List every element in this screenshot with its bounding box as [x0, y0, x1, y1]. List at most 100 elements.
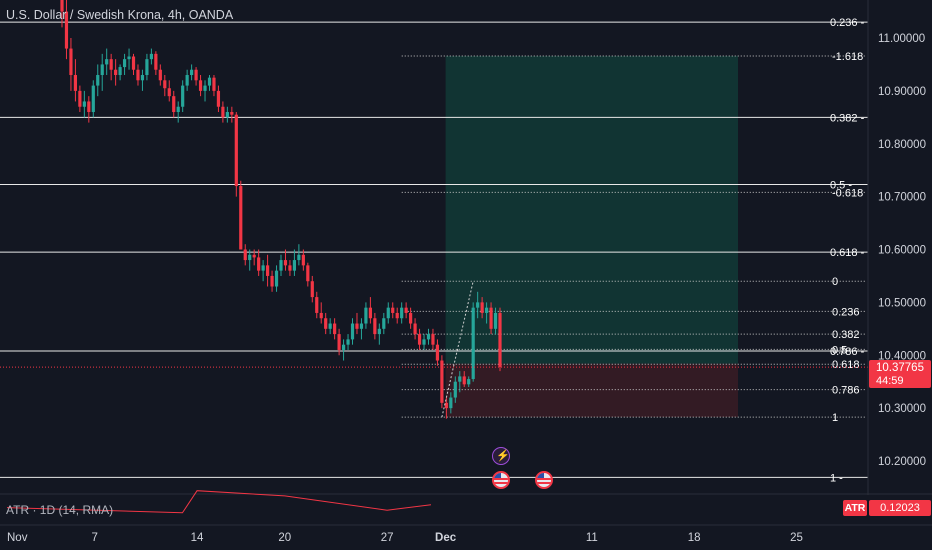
price-tick: 10.20000 — [878, 456, 926, 468]
candle — [212, 77, 216, 91]
candle — [154, 53, 158, 70]
candle — [480, 302, 484, 313]
fib-minor-label: -0.618 — [832, 187, 863, 199]
candle — [279, 260, 283, 271]
price-tick: 10.60000 — [878, 245, 926, 257]
atr-value-badge: 0.12023 — [869, 500, 931, 516]
time-axis: Nov 7 14 20 27 Dec 11 18 25 — [0, 524, 932, 544]
candle — [297, 254, 301, 261]
candle — [96, 75, 100, 86]
candle — [225, 112, 229, 118]
target-zone — [445, 55, 738, 364]
candle — [145, 59, 149, 76]
candle — [105, 59, 109, 65]
candle — [140, 75, 145, 81]
candle — [341, 344, 346, 350]
candle — [426, 334, 431, 340]
flash-event-icon[interactable] — [492, 447, 510, 465]
fib-trend-line — [441, 281, 474, 418]
candle — [333, 323, 337, 335]
candle — [239, 186, 243, 250]
us-flag-event-icon[interactable] — [535, 471, 553, 489]
candle — [265, 265, 270, 276]
candle — [270, 275, 274, 287]
candle — [234, 114, 238, 187]
candle — [409, 312, 413, 324]
candle — [243, 249, 247, 261]
fib-label: 0.618 - — [830, 247, 865, 259]
candle — [207, 77, 212, 86]
candle — [306, 265, 310, 282]
fib-minor-label: 0.236 — [832, 306, 860, 318]
candle — [216, 90, 221, 107]
price-tick: 10.50000 — [878, 297, 926, 309]
price-tick: 10.30000 — [878, 403, 926, 415]
candle — [292, 260, 297, 271]
candle — [382, 318, 386, 329]
annotations — [0, 281, 868, 418]
current-price-badge: 10.37765 44:59 — [869, 360, 931, 388]
candle — [163, 80, 167, 89]
candle — [288, 265, 292, 271]
candle — [373, 318, 377, 335]
fib-label: 0.382 - — [830, 112, 865, 124]
candle — [87, 101, 91, 113]
fib-label: 0.786 - — [830, 346, 865, 358]
price-tick: 11.00000 — [878, 33, 925, 45]
candle — [127, 56, 131, 60]
candle — [230, 112, 234, 115]
time-tick: 27 — [381, 532, 394, 544]
candle — [198, 80, 203, 91]
candle — [78, 90, 82, 107]
atr-indicator-label[interactable]: ATR · 1D (14, RMA) — [6, 503, 114, 517]
candle — [440, 360, 444, 403]
candle — [324, 318, 328, 329]
price-tick: 10.90000 — [878, 86, 926, 98]
fib-label: 0.236 - — [830, 17, 865, 29]
candle — [248, 254, 252, 261]
time-tick: 20 — [278, 532, 291, 544]
candle — [364, 307, 368, 324]
fibonacci-levels: 0.236 - 0.382 - 0.5 - 0.618 - 0.786 - 1 - -1.6… — [0, 17, 868, 484]
time-tick: 14 — [191, 532, 204, 544]
us-flag-event-icon[interactable] — [492, 471, 510, 489]
candle — [422, 339, 426, 345]
candle — [172, 96, 176, 113]
candle — [64, 11, 69, 49]
candle — [350, 323, 355, 340]
candle — [158, 69, 162, 81]
candle — [484, 307, 489, 313]
candle — [203, 85, 207, 91]
candle — [114, 69, 118, 76]
candle — [91, 85, 95, 113]
candle — [69, 48, 73, 76]
candle — [149, 53, 153, 60]
candle — [100, 64, 104, 76]
position-zones — [445, 55, 738, 418]
candle — [252, 254, 256, 258]
time-tick: Dec — [435, 532, 457, 544]
candle — [315, 297, 319, 313]
candle — [167, 88, 171, 97]
candle — [444, 402, 448, 409]
fib-minor-label: 1 — [832, 412, 838, 424]
candle — [283, 260, 288, 266]
atr-tag: ATR — [843, 500, 867, 516]
fib-minor-label: 0.382 — [832, 329, 860, 341]
time-tick: 18 — [688, 532, 701, 544]
stop-zone — [445, 363, 738, 418]
candle — [449, 397, 453, 409]
candle — [136, 69, 140, 81]
candle — [131, 56, 136, 70]
current-price-value: 10.37765 — [876, 362, 924, 374]
candle — [467, 379, 471, 385]
time-tick: 11 — [586, 532, 598, 544]
candle — [471, 307, 475, 380]
candle — [328, 323, 332, 329]
fib-minor-label: 0.618 — [832, 359, 860, 371]
candle — [221, 106, 225, 118]
candle — [386, 307, 390, 319]
candle — [60, 0, 64, 12]
candle — [109, 59, 113, 70]
